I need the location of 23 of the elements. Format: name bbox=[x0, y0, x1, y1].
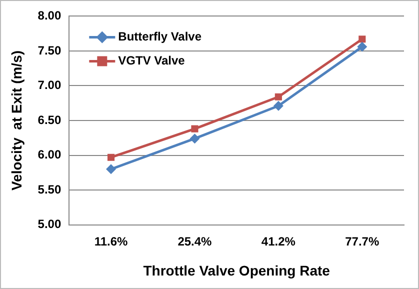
x-tick-label: 77.7% bbox=[345, 234, 380, 248]
legend-label: Butterfly Valve bbox=[118, 30, 202, 44]
point bbox=[357, 42, 368, 52]
point bbox=[190, 134, 200, 144]
y-axis-title: Velocity at Exit (m/s) bbox=[8, 50, 24, 191]
point bbox=[358, 36, 366, 43]
legend-label: VGTV Valve bbox=[118, 54, 186, 68]
y-tick-label: 7.50 bbox=[38, 43, 62, 58]
x-axis-title: Throttle Valve Opening Rate bbox=[143, 262, 330, 278]
x-tick-label: 41.2% bbox=[261, 234, 296, 248]
y-tick-label: 8.00 bbox=[38, 8, 62, 23]
x-tick-label: 11.6% bbox=[94, 234, 128, 248]
y-tick-label: 5.50 bbox=[38, 182, 62, 196]
x-tick-label: 25.4% bbox=[178, 234, 212, 248]
point bbox=[191, 125, 198, 132]
y-tick-label: 7.00 bbox=[38, 78, 62, 92]
y-tick-label: 6.50 bbox=[38, 112, 62, 127]
y-tick-label: 6.00 bbox=[38, 148, 62, 162]
point bbox=[274, 93, 282, 100]
point bbox=[106, 164, 116, 174]
point bbox=[273, 100, 284, 111]
y-tick-label: 5.00 bbox=[38, 217, 62, 232]
point bbox=[107, 154, 115, 161]
